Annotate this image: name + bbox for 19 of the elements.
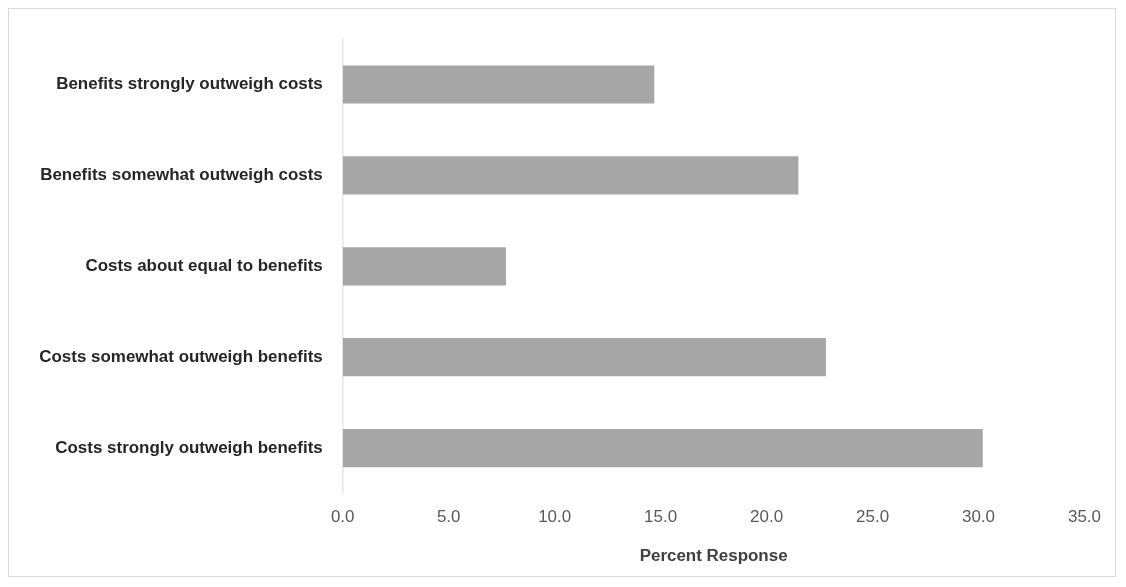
bar (342, 156, 799, 195)
bar (342, 428, 983, 468)
x-tick-label: 0.0 (330, 507, 355, 527)
x-tick-label: 5.0 (436, 507, 461, 527)
x-tick-label: 20.0 (750, 507, 784, 527)
y-tick-label: Benefits somewhat outweigh costs (40, 165, 323, 185)
y-tick-label: Costs about equal to benefits (85, 255, 323, 275)
y-tick-label: Costs strongly outweigh benefits (55, 437, 323, 457)
y-tick-label: Benefits strongly outweigh costs (56, 74, 323, 94)
y-tick-label: Costs somewhat outweigh benefits (39, 346, 323, 366)
x-tick-label: 15.0 (644, 507, 678, 527)
x-tick-label: 10.0 (538, 507, 572, 527)
bar (342, 247, 506, 286)
x-tick-label: 25.0 (856, 507, 890, 527)
x-tick-label: 35.0 (1068, 507, 1102, 527)
bar (342, 65, 655, 104)
x-tick-label: 30.0 (962, 507, 996, 527)
bar (342, 338, 826, 377)
x-axis-title: Percent Response (639, 545, 788, 565)
